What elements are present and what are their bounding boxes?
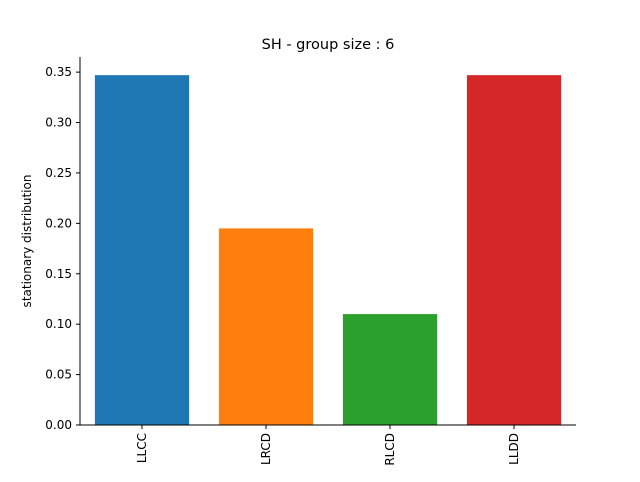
y-axis-ticks: 0.00 0.05 0.10 0.15 0.20 0.25 0.30 0.35 <box>45 65 80 432</box>
x-tick-label: LLDD <box>507 433 521 465</box>
bars-group <box>94 75 562 425</box>
y-tick-label: 0.35 <box>45 65 72 79</box>
y-tick-label: 0.20 <box>45 216 72 230</box>
y-axis-label: stationary distribution <box>20 175 34 308</box>
y-tick-label: 0.15 <box>45 267 72 281</box>
x-tick-label: LLCC <box>135 433 149 463</box>
y-tick-label: 0.00 <box>45 418 72 432</box>
bar-lrcd <box>218 228 314 425</box>
bar-lldd <box>466 75 562 425</box>
chart-title: SH - group size : 6 <box>262 37 395 53</box>
x-axis-ticks: LLCC LRCD RLCD LLDD <box>135 425 521 466</box>
y-tick-label: 0.25 <box>45 166 72 180</box>
x-tick-label: LRCD <box>259 433 273 465</box>
y-tick-label: 0.05 <box>45 368 72 382</box>
y-tick-label: 0.30 <box>45 116 72 130</box>
bar-rlcd <box>342 314 438 425</box>
y-tick-label: 0.10 <box>45 317 72 331</box>
x-tick-label: RLCD <box>383 433 397 466</box>
bar-llcc <box>94 75 190 425</box>
